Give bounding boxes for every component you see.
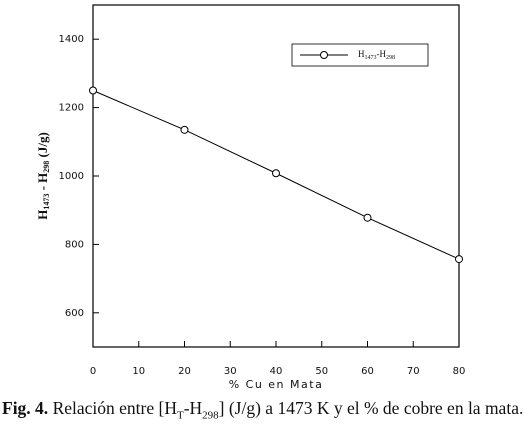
- marker: [89, 86, 97, 95]
- x-tick-label: 50: [315, 366, 328, 377]
- marker: [180, 125, 189, 134]
- x-tick-label: 60: [361, 366, 374, 377]
- caption-label: Fig. 4.: [2, 398, 49, 418]
- caption-subscript: 298: [202, 409, 219, 422]
- text-part: H: [35, 210, 50, 220]
- legend: H1473-H298: [291, 43, 429, 67]
- subscript: 1473: [365, 55, 377, 61]
- y-tick-label: 800: [65, 239, 84, 250]
- caption: Fig. 4. Relación entre [HT-H298] (J/g) a…: [2, 398, 524, 422]
- caption-text: -H: [183, 398, 203, 418]
- subscript: 298: [386, 55, 395, 61]
- marker: [363, 213, 372, 222]
- legend-label: H1473-H298: [358, 49, 395, 61]
- caption-text: Relación entre [H: [48, 398, 177, 418]
- marker: [272, 169, 280, 178]
- marker: [455, 255, 463, 264]
- text-part: (J/g): [35, 132, 50, 161]
- y-tick-label: 1000: [59, 171, 84, 182]
- x-tick-label: 10: [132, 366, 145, 377]
- y-axis-title: H1473 - H298 (J/g): [35, 132, 51, 220]
- x-axis-title: % Cu en Mata: [229, 378, 324, 391]
- x-tick-label: 40: [270, 366, 283, 377]
- subscript: 1473: [42, 194, 51, 210]
- x-tick-label: 30: [224, 366, 237, 377]
- y-tick-label: 600: [65, 308, 84, 319]
- text-part: -H: [377, 49, 387, 59]
- x-tick-label: 70: [407, 366, 420, 377]
- legend-marker: [320, 51, 328, 59]
- text-part: - H: [35, 173, 50, 194]
- caption-text: ] (J/g) a 1473 K y el % de cobre en la m…: [218, 398, 524, 418]
- subscript: 298: [42, 161, 51, 173]
- x-tick-label: 20: [178, 366, 191, 377]
- x-tick-label: 0: [90, 366, 96, 377]
- x-tick-label: 80: [453, 366, 466, 377]
- y-tick-label: 1200: [59, 103, 84, 114]
- text-part: H: [358, 49, 365, 59]
- caption-subscript: T: [176, 409, 184, 422]
- y-tick-label: 1400: [59, 34, 84, 45]
- chart: % Cu en Mata H1473 - H298 (J/g) H1473-H2…: [35, 4, 466, 391]
- legend-box: [291, 43, 429, 67]
